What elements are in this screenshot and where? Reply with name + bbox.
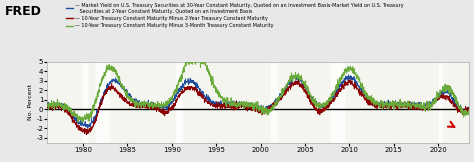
- Bar: [176, 62, 182, 143]
- Legend: — Market Yield on U.S. Treasury Securities at 30-Year Constant Maturity, Quoted : — Market Yield on U.S. Treasury Securiti…: [64, 1, 405, 30]
- Y-axis label: No. Percent: No. Percent: [28, 84, 34, 120]
- Bar: [96, 62, 109, 143]
- Bar: [331, 62, 344, 143]
- Bar: [439, 62, 442, 143]
- Bar: [271, 62, 277, 143]
- Text: FRED: FRED: [5, 5, 42, 18]
- Bar: [83, 62, 87, 143]
